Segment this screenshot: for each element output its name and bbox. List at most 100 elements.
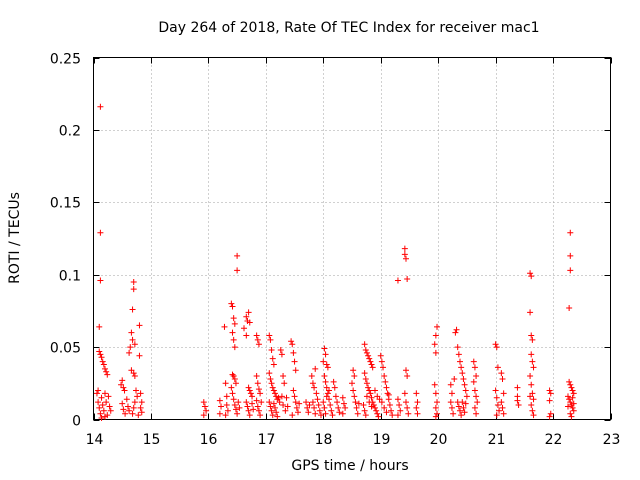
data-point	[243, 332, 250, 339]
data-point	[245, 309, 252, 316]
data-point	[272, 404, 279, 411]
data-point	[98, 354, 105, 361]
data-point	[119, 400, 126, 407]
data-point	[267, 403, 274, 410]
data-point	[514, 397, 521, 404]
data-point	[278, 351, 285, 358]
x-tick-label: 23	[603, 432, 621, 448]
data-point	[527, 393, 534, 400]
data-point	[471, 387, 478, 394]
data-point	[434, 323, 441, 330]
data-point	[380, 364, 387, 371]
data-point	[546, 413, 553, 420]
data-point	[323, 393, 330, 400]
data-point	[351, 373, 358, 380]
data-point	[355, 400, 362, 407]
data-point	[492, 341, 499, 348]
data-point	[492, 387, 499, 394]
data-point	[546, 397, 553, 404]
data-point	[363, 393, 370, 400]
data-point	[120, 406, 127, 413]
y-tick-label: 0	[72, 414, 81, 430]
data-point	[381, 373, 388, 380]
data-point	[402, 367, 409, 374]
data-point	[254, 380, 261, 387]
data-point	[564, 403, 571, 410]
x-tick-label: 21	[488, 432, 506, 448]
data-point	[386, 402, 393, 409]
grid	[93, 57, 611, 420]
data-point	[128, 329, 135, 336]
data-point	[312, 410, 319, 417]
data-point	[120, 384, 127, 391]
data-point	[339, 410, 346, 417]
data-point	[231, 320, 238, 327]
data-point	[471, 404, 478, 411]
data-point	[404, 404, 411, 411]
data-point	[529, 407, 536, 414]
data-point	[566, 305, 573, 312]
data-point	[97, 229, 104, 236]
data-point	[322, 378, 329, 385]
data-point	[137, 404, 144, 411]
data-point	[460, 404, 467, 411]
data-point	[243, 399, 250, 406]
data-point	[322, 410, 329, 417]
data-point	[328, 407, 335, 414]
data-point	[321, 373, 328, 380]
data-point	[413, 390, 420, 397]
data-point	[353, 404, 360, 411]
data-point	[330, 378, 337, 385]
data-point	[275, 394, 282, 401]
data-point	[133, 387, 140, 394]
data-point	[103, 368, 110, 375]
data-point	[500, 410, 507, 417]
data-point	[201, 403, 208, 410]
data-point	[361, 407, 368, 414]
data-point	[396, 402, 403, 409]
data-point	[470, 378, 477, 385]
data-point	[547, 390, 554, 397]
data-point	[434, 410, 441, 417]
y-axis-label: ROTI / TECUs	[7, 192, 23, 284]
data-point	[229, 329, 236, 336]
data-point	[374, 410, 381, 417]
data-point	[288, 338, 295, 345]
data-point	[367, 390, 374, 397]
data-points	[93, 103, 577, 422]
data-point	[334, 399, 341, 406]
data-point	[384, 390, 391, 397]
data-point	[528, 273, 535, 280]
data-point	[473, 393, 480, 400]
data-point	[269, 412, 276, 419]
data-point	[305, 409, 312, 416]
data-point	[296, 400, 303, 407]
data-point	[277, 346, 284, 353]
data-point	[96, 323, 103, 330]
x-tick-label: 15	[143, 432, 161, 448]
data-point	[232, 380, 239, 387]
data-point	[313, 390, 320, 397]
data-point	[350, 387, 357, 394]
data-point	[527, 270, 534, 277]
data-point	[528, 351, 535, 358]
data-point	[568, 413, 575, 420]
data-point	[567, 252, 574, 259]
data-point	[281, 380, 288, 387]
data-point	[98, 394, 105, 401]
data-point	[254, 403, 261, 410]
data-point	[306, 402, 313, 409]
data-point	[514, 384, 521, 391]
data-point	[404, 373, 411, 380]
data-point	[257, 412, 264, 419]
data-point	[314, 396, 321, 403]
data-point	[365, 384, 372, 391]
data-point	[567, 229, 574, 236]
x-tick-label: 17	[258, 432, 276, 448]
data-point	[567, 381, 574, 388]
data-point	[221, 323, 228, 330]
data-point	[567, 267, 574, 274]
data-point	[99, 402, 106, 409]
data-point	[292, 399, 299, 406]
